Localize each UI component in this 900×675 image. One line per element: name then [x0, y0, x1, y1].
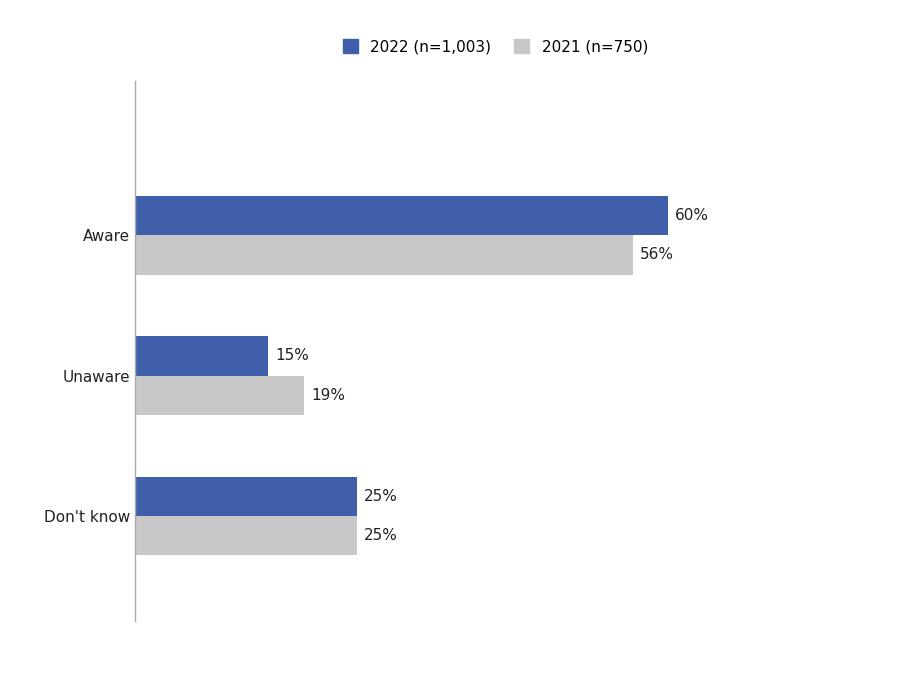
Text: 25%: 25%: [364, 489, 398, 504]
Bar: [135, 516, 357, 555]
Text: 60%: 60%: [675, 208, 709, 223]
Bar: [135, 375, 304, 415]
Text: 19%: 19%: [310, 387, 345, 403]
Bar: [135, 477, 357, 516]
Text: 56%: 56%: [640, 248, 673, 263]
Bar: [135, 236, 633, 275]
Legend: 2022 (n=1,003), 2021 (n=750): 2022 (n=1,003), 2021 (n=750): [338, 34, 652, 59]
Bar: [135, 336, 268, 375]
Text: 25%: 25%: [364, 528, 398, 543]
Text: 15%: 15%: [275, 348, 310, 363]
Bar: [135, 196, 668, 236]
